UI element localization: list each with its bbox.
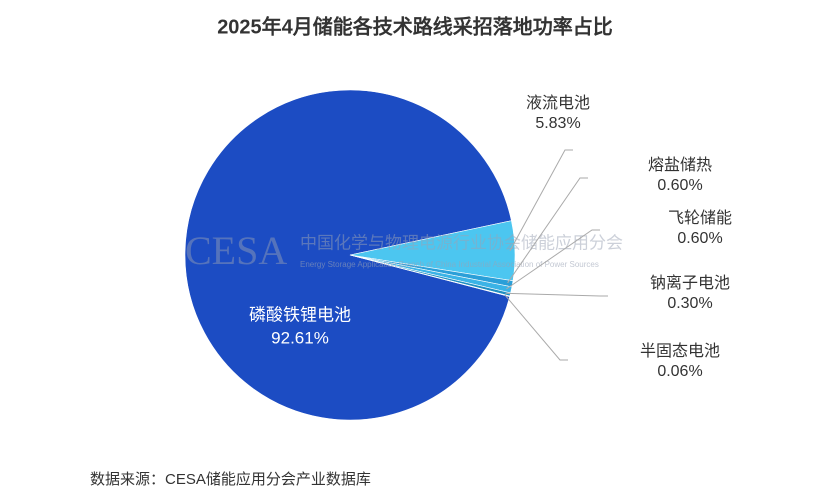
pie-slice [184,89,512,421]
slice-label: 液流电池 [526,94,590,112]
slice-label: 磷酸铁锂电池 [249,305,351,324]
watermark-name-en: Energy Storage Application Branch of Chi… [300,260,599,269]
pie-slice [349,254,511,297]
leader-line [507,177,588,284]
slice-value: 0.60% [677,230,722,247]
slice-value: 0.30% [667,295,712,312]
leader-line [504,294,568,361]
leader-line [506,229,600,290]
slice-value: 5.83% [535,115,580,132]
slice-label: 熔盐储热 [648,156,712,174]
slice-value: 0.60% [657,177,702,194]
slice-value: 92.61% [271,328,329,347]
leader-line [505,292,608,297]
watermark-logo: CESA [185,228,287,273]
chart-title: 2025年4月储能各技术路线采招落地功率占比 [217,14,613,38]
leader-line [509,149,573,252]
slice-label: 钠离子电池 [650,274,730,292]
slice-label: 半固态电池 [640,342,720,360]
watermark-name: 中国化学与物理电源行业协会储能应用分会 [300,233,623,252]
source-note: 数据来源：CESA储能应用分会产业数据库 [90,470,371,488]
slice-label: 飞轮储能 [668,209,732,227]
slice-value: 0.06% [657,363,702,380]
